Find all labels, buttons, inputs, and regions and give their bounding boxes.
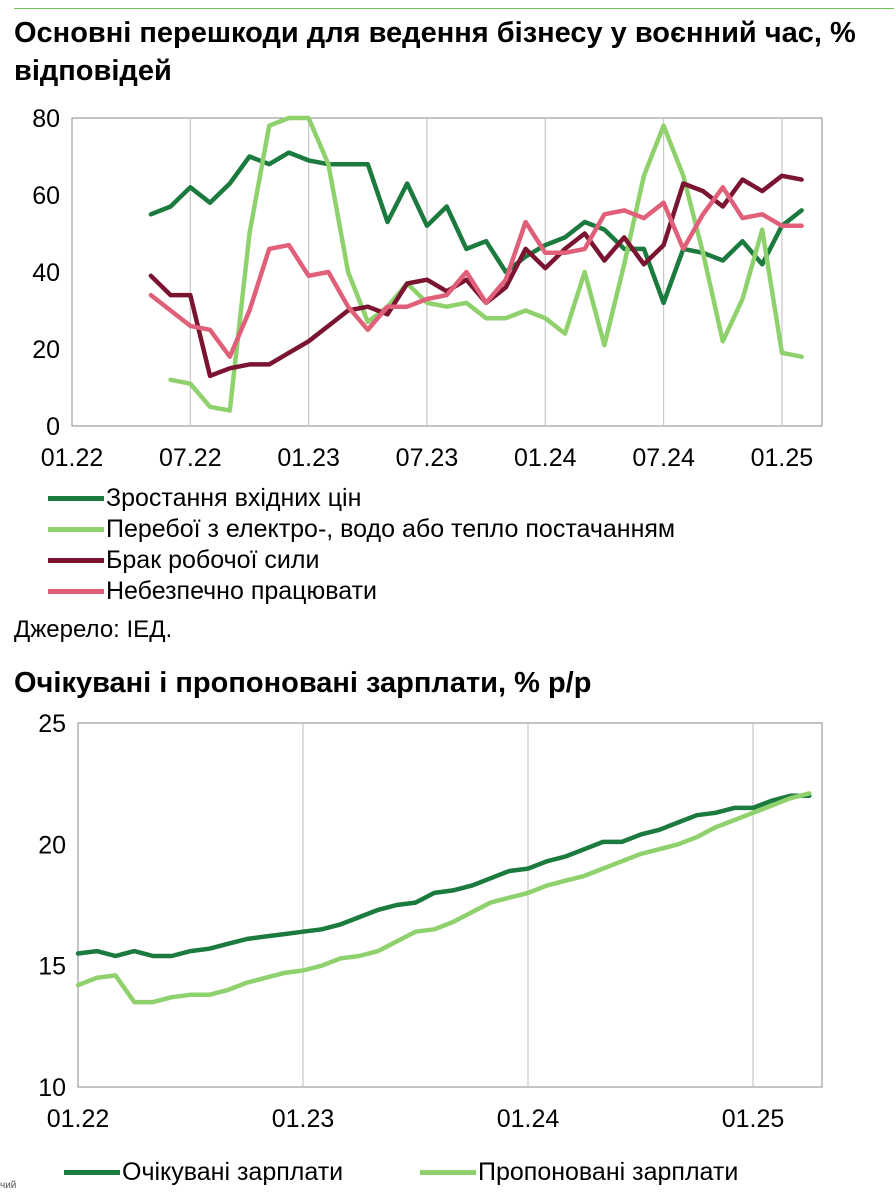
- y-tick-label: 80: [32, 105, 60, 133]
- y-tick-label: 10: [38, 1074, 66, 1102]
- plot-frame: [77, 722, 823, 1088]
- x-tick-label: 01.22: [47, 1105, 110, 1133]
- legend-label: Очікувані зарплати: [122, 1158, 344, 1186]
- x-tick-label: 07.24: [632, 444, 695, 472]
- chart2-plot: 01.22 01.23 01.24 01.25 10 15 20 25: [38, 710, 823, 1133]
- chart1-source: Джерело: ІЕД.: [14, 616, 173, 643]
- y-tick-label: 20: [38, 831, 66, 859]
- legend-swatch: [420, 1170, 476, 1175]
- top-rule: [14, 8, 894, 9]
- x-tick-label: 07.23: [396, 444, 459, 472]
- legend-label: Пропоновані зарплати: [478, 1158, 739, 1186]
- series-line-3: [148, 173, 804, 379]
- series-line-2: [75, 791, 812, 1005]
- y-tick-label: 60: [32, 182, 60, 210]
- chart1-plot: 01.22 07.22 01.23 07.23 01.24 07.24 01.25 0 20 40…: [32, 105, 823, 472]
- y-tick-label: 0: [46, 413, 60, 441]
- series-line-4: [148, 185, 804, 359]
- x-tick-label: 01.25: [751, 444, 814, 472]
- chart2-title: Очікувані і пропоновані зарплати, % р/р: [14, 667, 592, 699]
- legend-label: Брак робочої сили: [106, 546, 320, 574]
- x-tick-label: 01.25: [722, 1105, 785, 1133]
- legend-label: Зростання вхідних цін: [106, 484, 362, 512]
- corner-text: чий: [0, 1180, 17, 1191]
- y-tick-label: 15: [38, 953, 66, 981]
- x-tick-label: 01.24: [497, 1105, 560, 1133]
- x-tick-label: 01.23: [277, 444, 340, 472]
- series-line-1: [148, 150, 804, 306]
- x-tick-label: 01.22: [41, 444, 104, 472]
- legend-swatch: [48, 527, 104, 532]
- y-tick-label: 25: [38, 710, 66, 738]
- legend-label: Перебої з електро-, водо або тепло поста…: [106, 515, 676, 543]
- x-tick-label: 01.24: [514, 444, 577, 472]
- legend-swatch: [64, 1170, 120, 1175]
- chart1-legend: Зростання вхідних цін Перебої з електро-,…: [48, 482, 888, 614]
- legend-swatch: [48, 496, 104, 501]
- legend-swatch: [48, 589, 104, 594]
- plot-frame: [71, 117, 823, 427]
- legend-label: Небезпечно працювати: [106, 577, 378, 605]
- y-tick-label: 20: [32, 336, 60, 364]
- x-tick-label: 07.22: [159, 444, 222, 472]
- chart2-legend: Очікувані зарплати Пропоновані зарплати: [64, 1156, 884, 1192]
- series-line-1: [75, 793, 812, 959]
- chart1-title: Основні перешкоди для ведення бізнесу у …: [14, 17, 856, 87]
- legend-swatch: [48, 558, 104, 563]
- y-tick-label: 40: [32, 259, 60, 287]
- x-tick-label: 01.23: [272, 1105, 335, 1133]
